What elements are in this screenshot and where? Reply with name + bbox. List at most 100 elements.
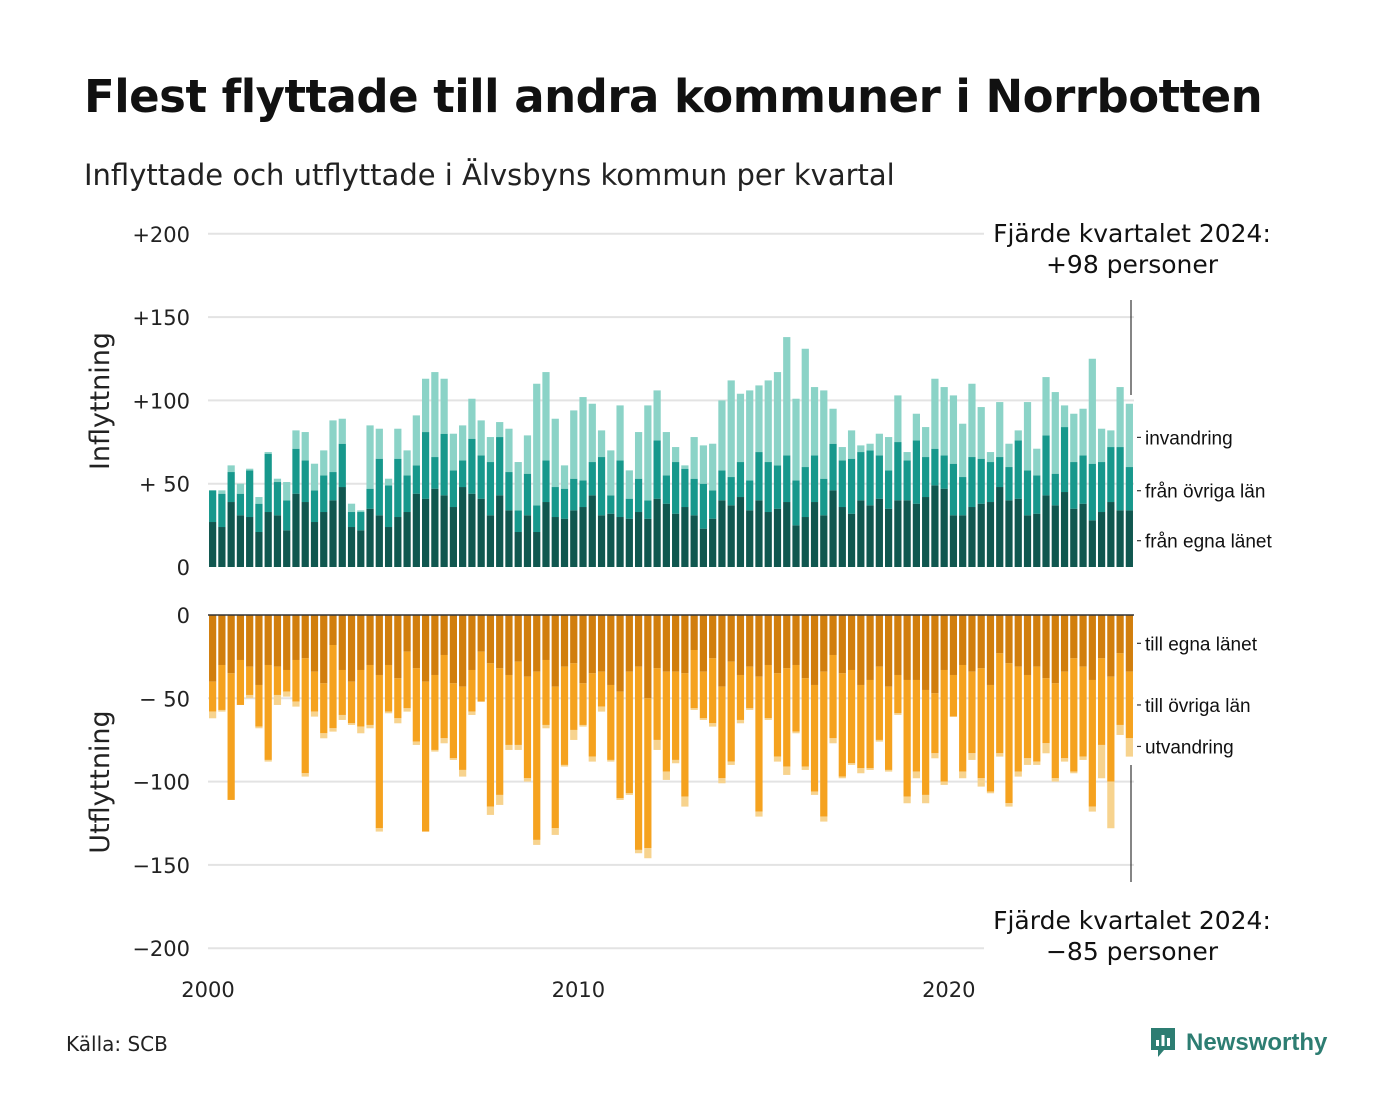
bar-segment xyxy=(514,462,522,511)
bar-segment xyxy=(1033,761,1041,765)
bar-segment xyxy=(357,510,365,513)
bar-segment xyxy=(329,420,337,473)
bar-segment xyxy=(857,445,865,453)
bar-segment xyxy=(505,744,513,750)
bar-segment xyxy=(838,615,846,674)
bar-segment xyxy=(523,615,532,677)
bar-segment xyxy=(1070,658,1078,772)
bar-segment xyxy=(283,482,291,501)
bar-segment xyxy=(366,425,374,489)
bar-segment xyxy=(292,659,300,702)
series-label: invandring xyxy=(1145,428,1233,449)
bar-segment xyxy=(977,778,985,787)
bar-segment xyxy=(903,452,911,461)
bar-segment xyxy=(875,455,883,499)
bar-segment xyxy=(672,671,680,760)
series-label: från övriga län xyxy=(1145,482,1265,503)
bar-segment xyxy=(690,437,698,479)
bar-segment xyxy=(264,512,272,567)
bar-segment xyxy=(718,615,726,687)
bar-segment xyxy=(634,666,643,850)
bar-segment xyxy=(940,387,948,456)
bar-segment xyxy=(746,615,754,667)
bar-segment xyxy=(1079,455,1087,504)
bar-segment xyxy=(292,430,300,449)
bar-segment xyxy=(246,517,254,567)
bar-segment xyxy=(384,664,393,712)
bar-segment xyxy=(579,683,587,725)
y-tick-label: −150 xyxy=(132,854,190,878)
bar-segment xyxy=(533,505,541,533)
bar-segment xyxy=(468,615,476,670)
bar-segment xyxy=(264,615,272,665)
bar-segment xyxy=(857,684,865,769)
bar-segment xyxy=(384,711,393,714)
bar-segment xyxy=(727,661,735,762)
bar-segment xyxy=(403,708,411,712)
bar-segment xyxy=(949,515,958,567)
bar-segment xyxy=(644,518,652,567)
bar-segment xyxy=(931,753,939,759)
bar-segment xyxy=(959,664,967,772)
bar-segment xyxy=(977,407,985,459)
bar-segment xyxy=(597,430,606,458)
gridlines xyxy=(208,232,1134,950)
bar-segment xyxy=(894,674,902,714)
bar-segment xyxy=(996,653,1004,754)
series-label: från egna länet xyxy=(1145,532,1272,553)
bar-segment xyxy=(357,726,365,734)
bar-segment xyxy=(347,527,356,567)
bar-segment xyxy=(866,443,874,451)
bar-segment xyxy=(403,651,411,709)
bar-segment xyxy=(699,528,708,567)
bar-segment xyxy=(523,676,532,779)
bar-segment xyxy=(755,500,763,567)
bar-segment xyxy=(912,615,920,680)
bar-segment xyxy=(338,418,346,444)
bar-segment xyxy=(773,756,782,762)
bar-segment xyxy=(709,723,717,727)
bar-segment xyxy=(736,615,745,675)
bar-segment xyxy=(218,615,226,665)
bar-segment xyxy=(764,512,772,567)
bar-segment xyxy=(690,708,698,710)
bar-segment xyxy=(347,615,356,682)
bar-segment xyxy=(283,691,291,697)
bar-segment xyxy=(820,390,828,479)
bar-segment xyxy=(709,615,717,659)
bar-segment xyxy=(459,769,467,777)
bar-segment xyxy=(496,437,504,496)
bar-segment xyxy=(959,771,967,779)
bar-segment xyxy=(412,493,420,567)
bar-segment xyxy=(709,658,717,724)
bar-segment xyxy=(209,681,217,712)
bar-segment xyxy=(1070,462,1078,509)
bar-segment xyxy=(412,741,420,745)
series-labels: från egna länet från övriga län invandring… xyxy=(1137,428,1272,758)
bar-segment xyxy=(570,410,578,479)
bar-segment xyxy=(829,408,837,444)
bar-segment xyxy=(699,483,708,529)
bar-segment xyxy=(847,615,856,670)
bar-segment xyxy=(996,402,1004,458)
newsworthy-icon xyxy=(1151,1028,1175,1057)
bar-segment xyxy=(486,615,495,664)
bar-segment xyxy=(727,761,735,765)
bar-segment xyxy=(792,480,800,526)
bar-segment xyxy=(422,432,430,499)
bar-segment xyxy=(209,711,217,719)
bar-segment xyxy=(440,738,448,744)
bar-segment xyxy=(357,530,365,567)
bar-segment xyxy=(616,517,624,567)
bar-segment xyxy=(820,671,828,817)
bar-segment xyxy=(255,726,263,729)
bar-segment xyxy=(1097,615,1106,659)
bar-segment xyxy=(755,615,763,677)
bar-segment xyxy=(264,453,272,513)
bar-segment xyxy=(681,465,689,469)
bar-segment xyxy=(1033,475,1041,514)
bar-segment xyxy=(533,532,541,567)
bar-segment xyxy=(1051,615,1059,684)
bar-segment xyxy=(209,615,217,682)
brand-logo[interactable]: Newsworthy xyxy=(1148,1026,1327,1060)
